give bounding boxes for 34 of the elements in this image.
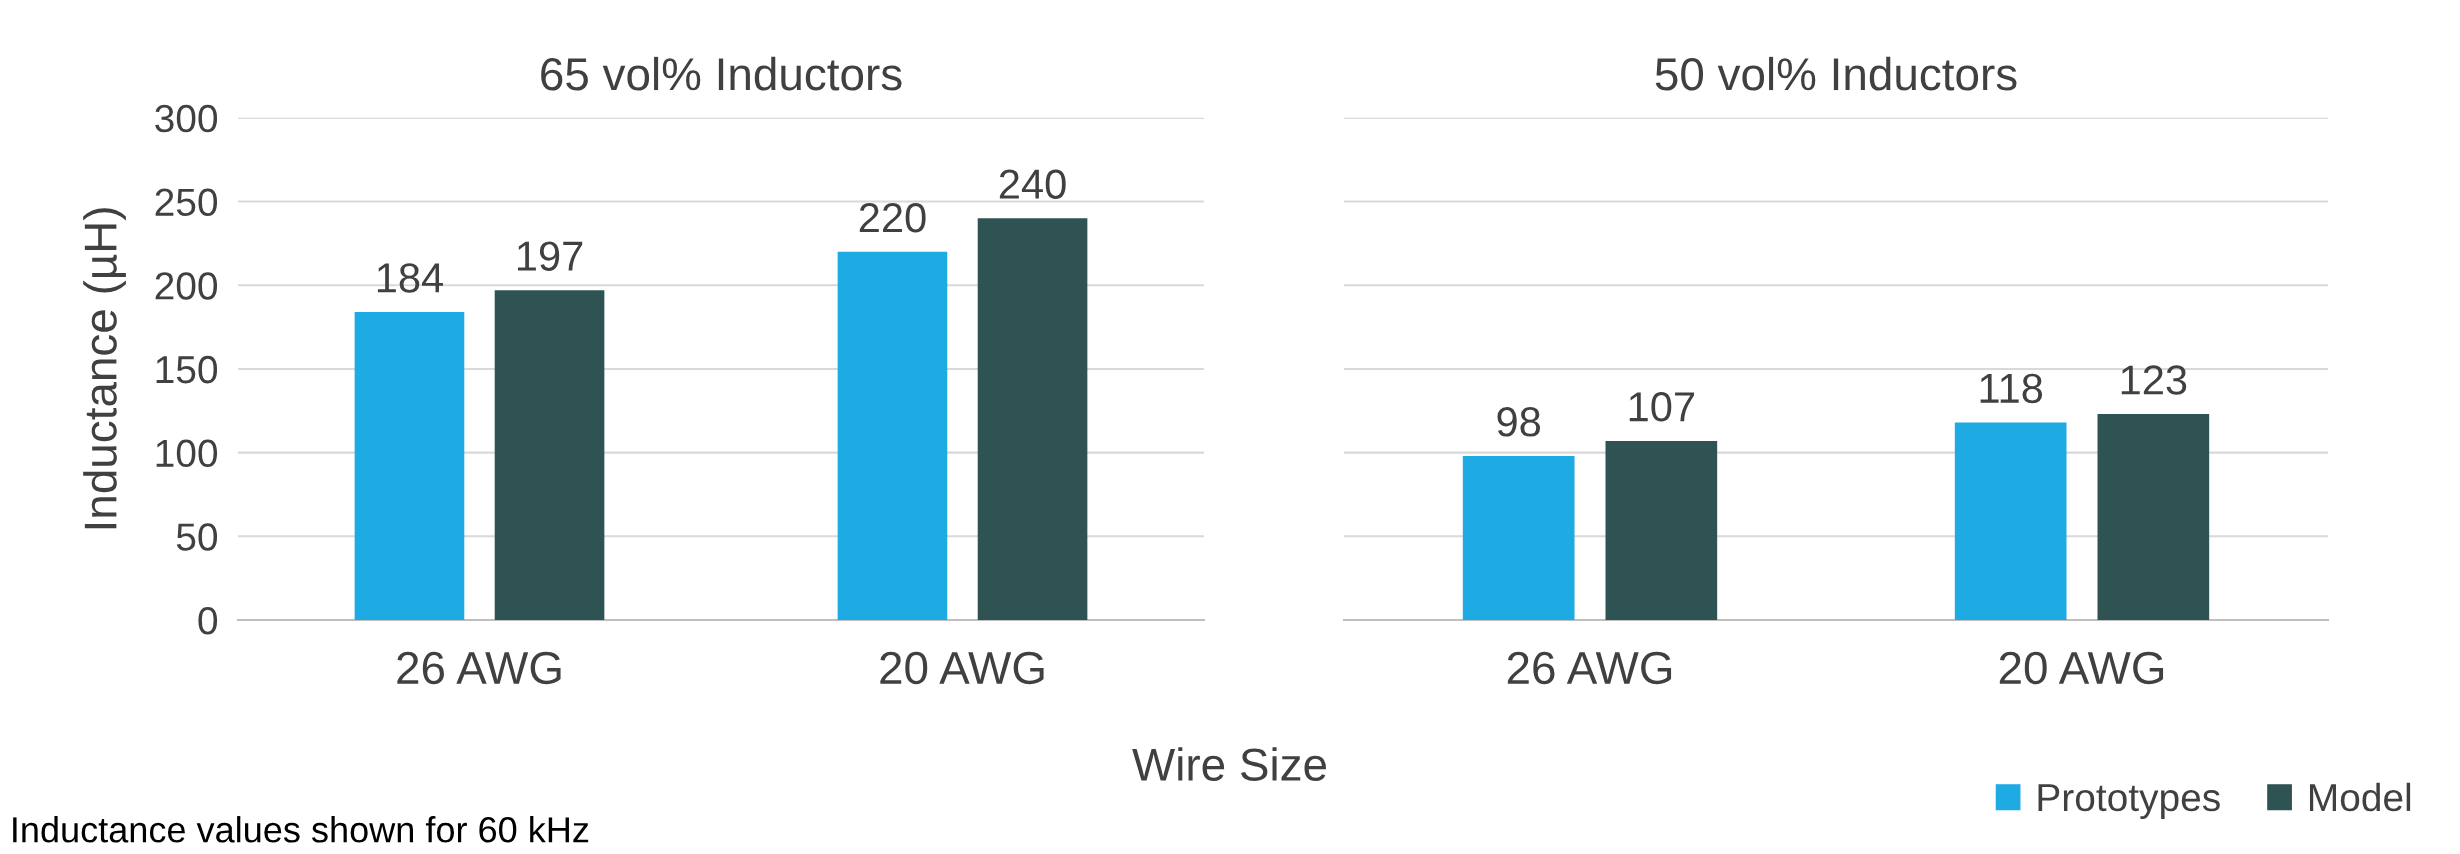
- bar: [1954, 422, 2067, 620]
- y-tick-label: 0: [198, 606, 218, 635]
- x-tick-label: 20 AWG: [1999, 651, 2164, 685]
- y-tick-label: 200: [155, 272, 218, 300]
- x-tick-label: 26 AWG: [1507, 651, 1672, 685]
- y-axis-title: Inductance (µH): [83, 208, 126, 529]
- y-tick-label: 50: [176, 523, 218, 551]
- x-axis-title: Wire Size: [1132, 747, 1327, 781]
- data-label: 107: [1629, 392, 1695, 422]
- y-tick-label: 150: [156, 355, 218, 384]
- data-label: 240: [999, 169, 1066, 199]
- y-tick-label: 300: [155, 104, 218, 133]
- bar: [2097, 414, 2210, 620]
- y-tick-label: 250: [155, 188, 218, 217]
- data-label: 118: [1980, 373, 2043, 404]
- data-label: 98: [1497, 407, 1541, 437]
- chart-title: 50 vol% Inductors: [1655, 56, 2017, 91]
- x-tick-label: 20 AWG: [880, 651, 1044, 685]
- x-tick-label: 26 AWG: [397, 651, 561, 685]
- text: Inductance values shown for 60 kHz: [13, 816, 589, 843]
- bar: [977, 218, 1088, 620]
- data-label: 184: [377, 263, 444, 293]
- bar: [354, 312, 465, 620]
- legend-label: Prototypes: [2038, 784, 2220, 819]
- bar: [1605, 440, 1718, 620]
- bar: [494, 290, 605, 620]
- y-tick-label: 100: [156, 439, 218, 468]
- bar: [1462, 455, 1575, 620]
- data-label: 123: [2121, 365, 2187, 395]
- chart-title: 65 vol% Inductors: [541, 56, 902, 91]
- bar: [837, 251, 948, 620]
- legend-label: Model: [2309, 782, 2411, 812]
- data-label: 197: [517, 241, 583, 271]
- data-label: 220: [859, 202, 926, 233]
